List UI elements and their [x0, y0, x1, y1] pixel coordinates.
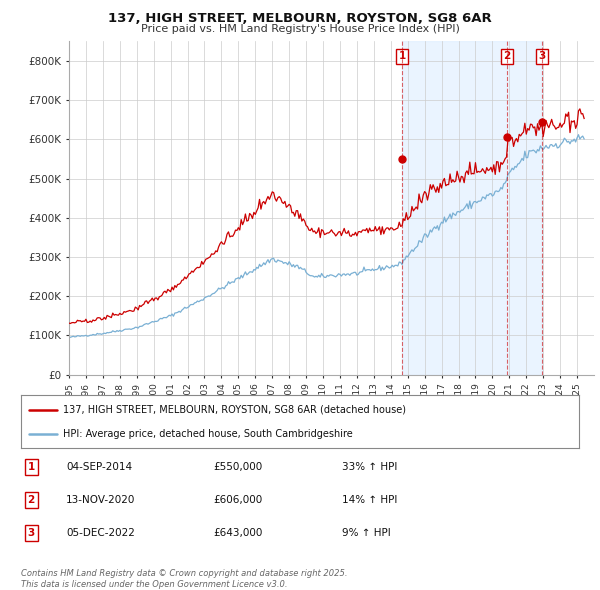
Text: HPI: Average price, detached house, South Cambridgeshire: HPI: Average price, detached house, Sout… — [63, 429, 353, 439]
Text: £643,000: £643,000 — [213, 529, 262, 538]
Text: 3: 3 — [28, 529, 35, 538]
Text: 9% ↑ HPI: 9% ↑ HPI — [342, 529, 391, 538]
Bar — [402, 41, 542, 375]
Text: 2: 2 — [503, 51, 511, 61]
Text: 04-SEP-2014: 04-SEP-2014 — [66, 463, 132, 472]
Text: 13-NOV-2020: 13-NOV-2020 — [66, 496, 136, 505]
Text: 2: 2 — [28, 496, 35, 505]
Text: 3: 3 — [538, 51, 545, 61]
Text: 33% ↑ HPI: 33% ↑ HPI — [342, 463, 397, 472]
Text: 05-DEC-2022: 05-DEC-2022 — [66, 529, 135, 538]
Text: 1: 1 — [28, 463, 35, 472]
Text: 137, HIGH STREET, MELBOURN, ROYSTON, SG8 6AR: 137, HIGH STREET, MELBOURN, ROYSTON, SG8… — [108, 12, 492, 25]
Text: 1: 1 — [398, 51, 406, 61]
Text: Price paid vs. HM Land Registry's House Price Index (HPI): Price paid vs. HM Land Registry's House … — [140, 24, 460, 34]
Text: Contains HM Land Registry data © Crown copyright and database right 2025.
This d: Contains HM Land Registry data © Crown c… — [21, 569, 347, 589]
Text: £550,000: £550,000 — [213, 463, 262, 472]
Text: £606,000: £606,000 — [213, 496, 262, 505]
Text: 137, HIGH STREET, MELBOURN, ROYSTON, SG8 6AR (detached house): 137, HIGH STREET, MELBOURN, ROYSTON, SG8… — [63, 405, 406, 415]
Text: 14% ↑ HPI: 14% ↑ HPI — [342, 496, 397, 505]
